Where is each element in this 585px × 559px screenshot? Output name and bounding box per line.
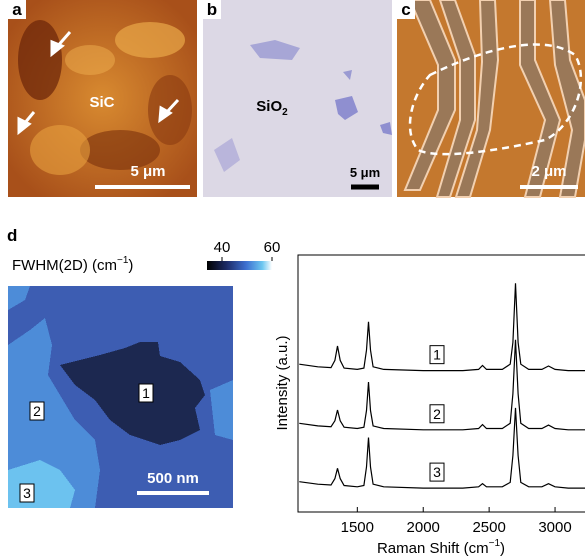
- terrace: [65, 45, 115, 75]
- region-label: 2: [33, 403, 41, 419]
- y-axis-label: Intensity (a.u.): [274, 335, 291, 430]
- region-label: 1: [142, 385, 150, 401]
- x-tick-label: 2000: [407, 519, 440, 536]
- scale-bar-label: 500 nm: [147, 470, 199, 487]
- panel-c: 2 μm c: [397, 0, 585, 197]
- x-axis-label-end: ): [500, 540, 505, 557]
- colorbar-label: FWHM(2D) (cm−1): [12, 255, 133, 274]
- colorbar-tick-label: 40: [214, 239, 231, 256]
- x-tick-label: 2500: [472, 519, 505, 536]
- terrace: [18, 20, 62, 100]
- region-label: 3: [23, 485, 31, 501]
- colorbar-label-text: FWHM(2D) (cm: [12, 257, 117, 274]
- scale-bar-label: 5 μm: [350, 165, 380, 180]
- colorbar-tick-label: 60: [264, 239, 281, 256]
- colorbar-label-end: ): [128, 257, 133, 274]
- sample-text: SiO: [256, 98, 282, 115]
- colorbar-label-sup: −1: [117, 255, 129, 266]
- terrace: [30, 125, 90, 175]
- x-tick-label: 3000: [538, 519, 571, 536]
- x-axis-label: Raman Shift (cm−1): [377, 538, 505, 557]
- panel-b: SiO2 5 μm b: [203, 0, 392, 197]
- figure: SiC 5 μm a SiO2 5 μm b 2 μm c: [0, 0, 585, 559]
- panel-label: a: [12, 0, 22, 19]
- x-axis-label-text: Raman Shift (cm: [377, 540, 489, 557]
- panel-label: c: [401, 0, 410, 19]
- colorbar: [207, 261, 272, 270]
- raman-map: 500 nm: [8, 286, 233, 508]
- curve-label: 2: [433, 406, 441, 422]
- terrace: [115, 22, 185, 58]
- panel-label: d: [7, 226, 17, 245]
- scale-bar-label: 5 μm: [130, 163, 165, 180]
- curve-label: 1: [433, 347, 441, 363]
- panel-label: b: [207, 0, 217, 19]
- sample-subscript: 2: [282, 107, 288, 118]
- x-axis-label-sup: −1: [489, 538, 501, 549]
- curve-label: 3: [433, 464, 441, 480]
- scale-bar-label: 2 μm: [531, 163, 566, 180]
- sample-label: SiC: [89, 94, 114, 111]
- panel-a: SiC 5 μm a: [8, 0, 197, 197]
- x-tick-label: 1500: [341, 519, 374, 536]
